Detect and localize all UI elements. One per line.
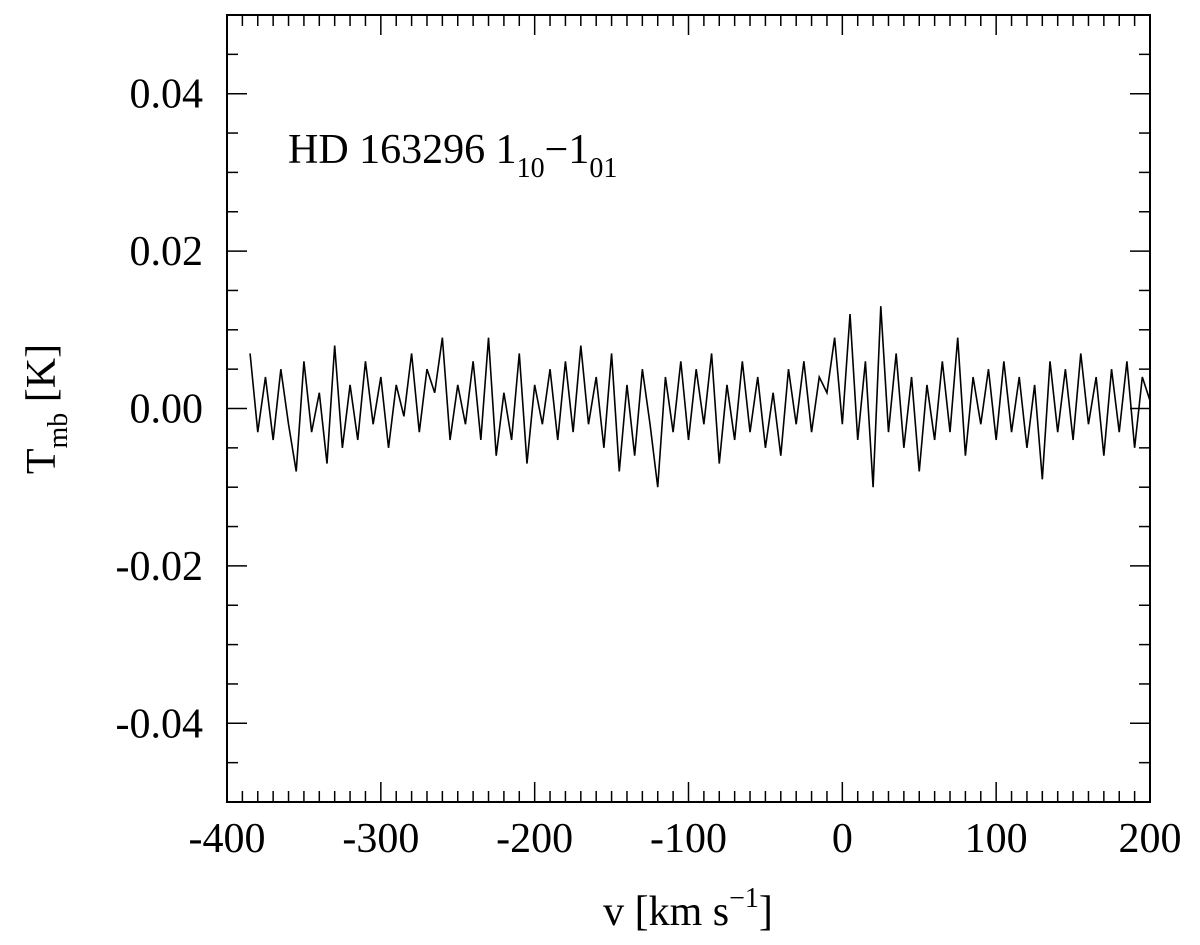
y-label-text: T: [19, 448, 65, 474]
y-label-text: [K]: [19, 344, 65, 413]
x-label-text: v [km s: [603, 889, 729, 935]
annotation: HD 163296 110−101: [288, 127, 617, 184]
x-tick-label: 100: [965, 816, 1028, 862]
x-label-sup: −1: [729, 883, 759, 914]
x-tick-label: -100: [650, 816, 727, 862]
y-axis-label: Tmb [K]: [19, 344, 74, 474]
x-tick-label: -300: [342, 816, 419, 862]
y-tick-label: 0.04: [130, 72, 204, 118]
y-tick-label: -0.04: [116, 701, 204, 747]
annotation-text: HD 163296 1: [288, 127, 517, 173]
x-label-text: ]: [759, 889, 773, 935]
annotation-sub: 10: [517, 153, 545, 184]
y-tick-label: 0.02: [130, 229, 204, 275]
y-label-sub: mb: [43, 413, 74, 449]
y-tick-label: 0.00: [130, 387, 204, 433]
y-tick-label: -0.02: [116, 544, 204, 590]
x-tick-label: -200: [496, 816, 573, 862]
annotation-sub: 01: [589, 153, 617, 184]
x-tick-label: 0: [832, 816, 853, 862]
spectrum-line: [249, 306, 1151, 488]
x-tick-label: 200: [1119, 816, 1182, 862]
x-tick-label: -400: [189, 816, 266, 862]
annotation-text: −1: [545, 127, 590, 173]
x-axis-label: v [km s−1]: [603, 883, 773, 935]
